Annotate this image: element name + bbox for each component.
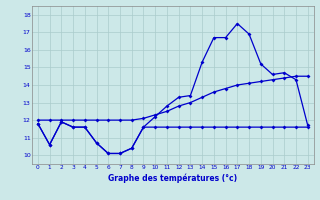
X-axis label: Graphe des températures (°c): Graphe des températures (°c) [108,173,237,183]
